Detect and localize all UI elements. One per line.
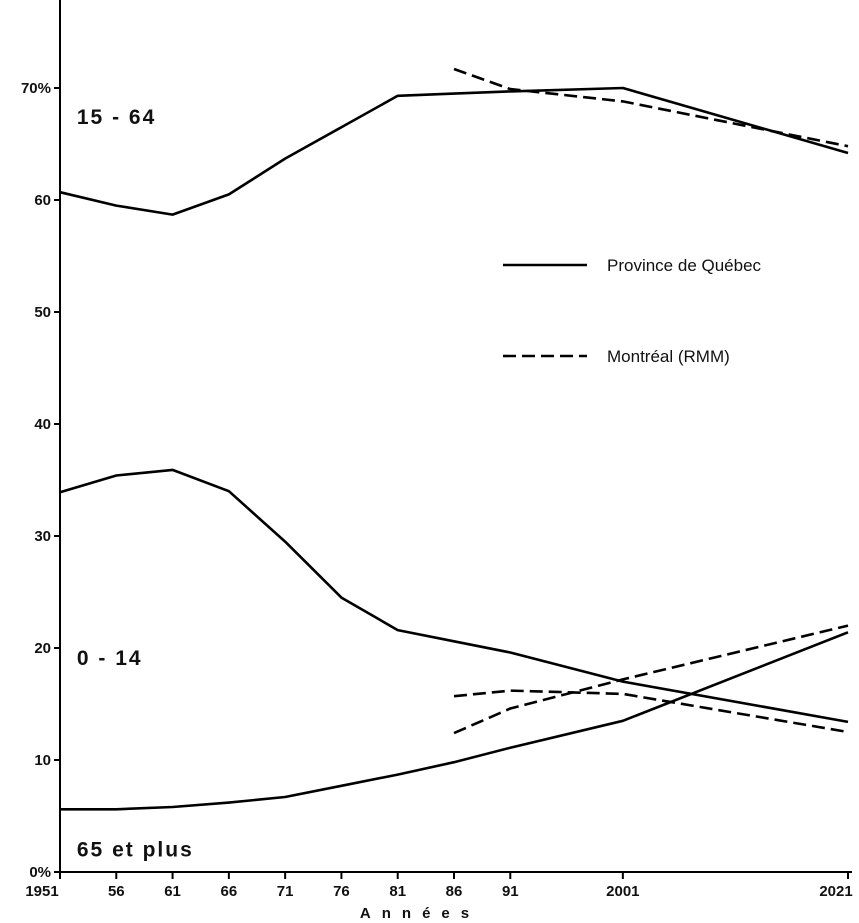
legend: Province de Québec Montréal (RMM) xyxy=(503,256,762,366)
x-tick-label: 71 xyxy=(277,883,294,900)
legend-label-montreal: Montréal (RMM) xyxy=(607,347,730,366)
x-tick-label: 76 xyxy=(333,883,350,900)
x-tick-label: 2021 xyxy=(819,883,852,900)
x-tick-label: 2001 xyxy=(606,883,639,900)
legend-label-quebec: Province de Québec xyxy=(607,256,762,275)
x-tick-label: 56 xyxy=(108,883,125,900)
series-line-0-14-quebec xyxy=(59,468,849,724)
series-line-65-et-plus-montreal xyxy=(453,624,849,735)
series-layer xyxy=(59,67,849,811)
x-axis-ticks: 1951 56 61 66 71 76 81 86 91 2001 2021 xyxy=(25,871,853,900)
group-label: 0 - 14 xyxy=(77,647,143,670)
x-tick-label: 1951 xyxy=(25,883,58,900)
x-tick-label: 66 xyxy=(221,883,238,900)
y-tick-label: 50 xyxy=(34,304,51,321)
y-tick-label: 0% xyxy=(29,864,51,881)
x-tick-label: 91 xyxy=(502,883,519,900)
series-line-0-14-montreal xyxy=(453,689,849,734)
axes xyxy=(59,0,852,873)
y-tick-label: 40 xyxy=(34,416,51,433)
series-line-15-64-quebec xyxy=(59,86,849,216)
x-tick-label: 81 xyxy=(389,883,406,900)
y-tick-label: 30 xyxy=(34,528,51,545)
series-line-15-64-montreal xyxy=(453,67,849,148)
x-tick-label: 86 xyxy=(446,883,463,900)
x-axis-title: Années xyxy=(360,905,480,922)
group-labels: 15 - 64 0 - 14 65 et plus xyxy=(77,106,194,861)
x-tick-label: 61 xyxy=(164,883,181,900)
series-line-65-et-plus-quebec xyxy=(60,631,849,811)
y-tick-label: 10 xyxy=(34,752,51,769)
y-axis-ticks: 0% 10 20 30 40 50 60 70% xyxy=(21,80,61,881)
y-tick-label: 20 xyxy=(34,640,51,657)
group-label: 15 - 64 xyxy=(77,106,156,129)
group-label: 65 et plus xyxy=(77,838,194,861)
y-tick-label: 60 xyxy=(34,192,51,209)
y-tick-label: 70% xyxy=(21,80,51,97)
